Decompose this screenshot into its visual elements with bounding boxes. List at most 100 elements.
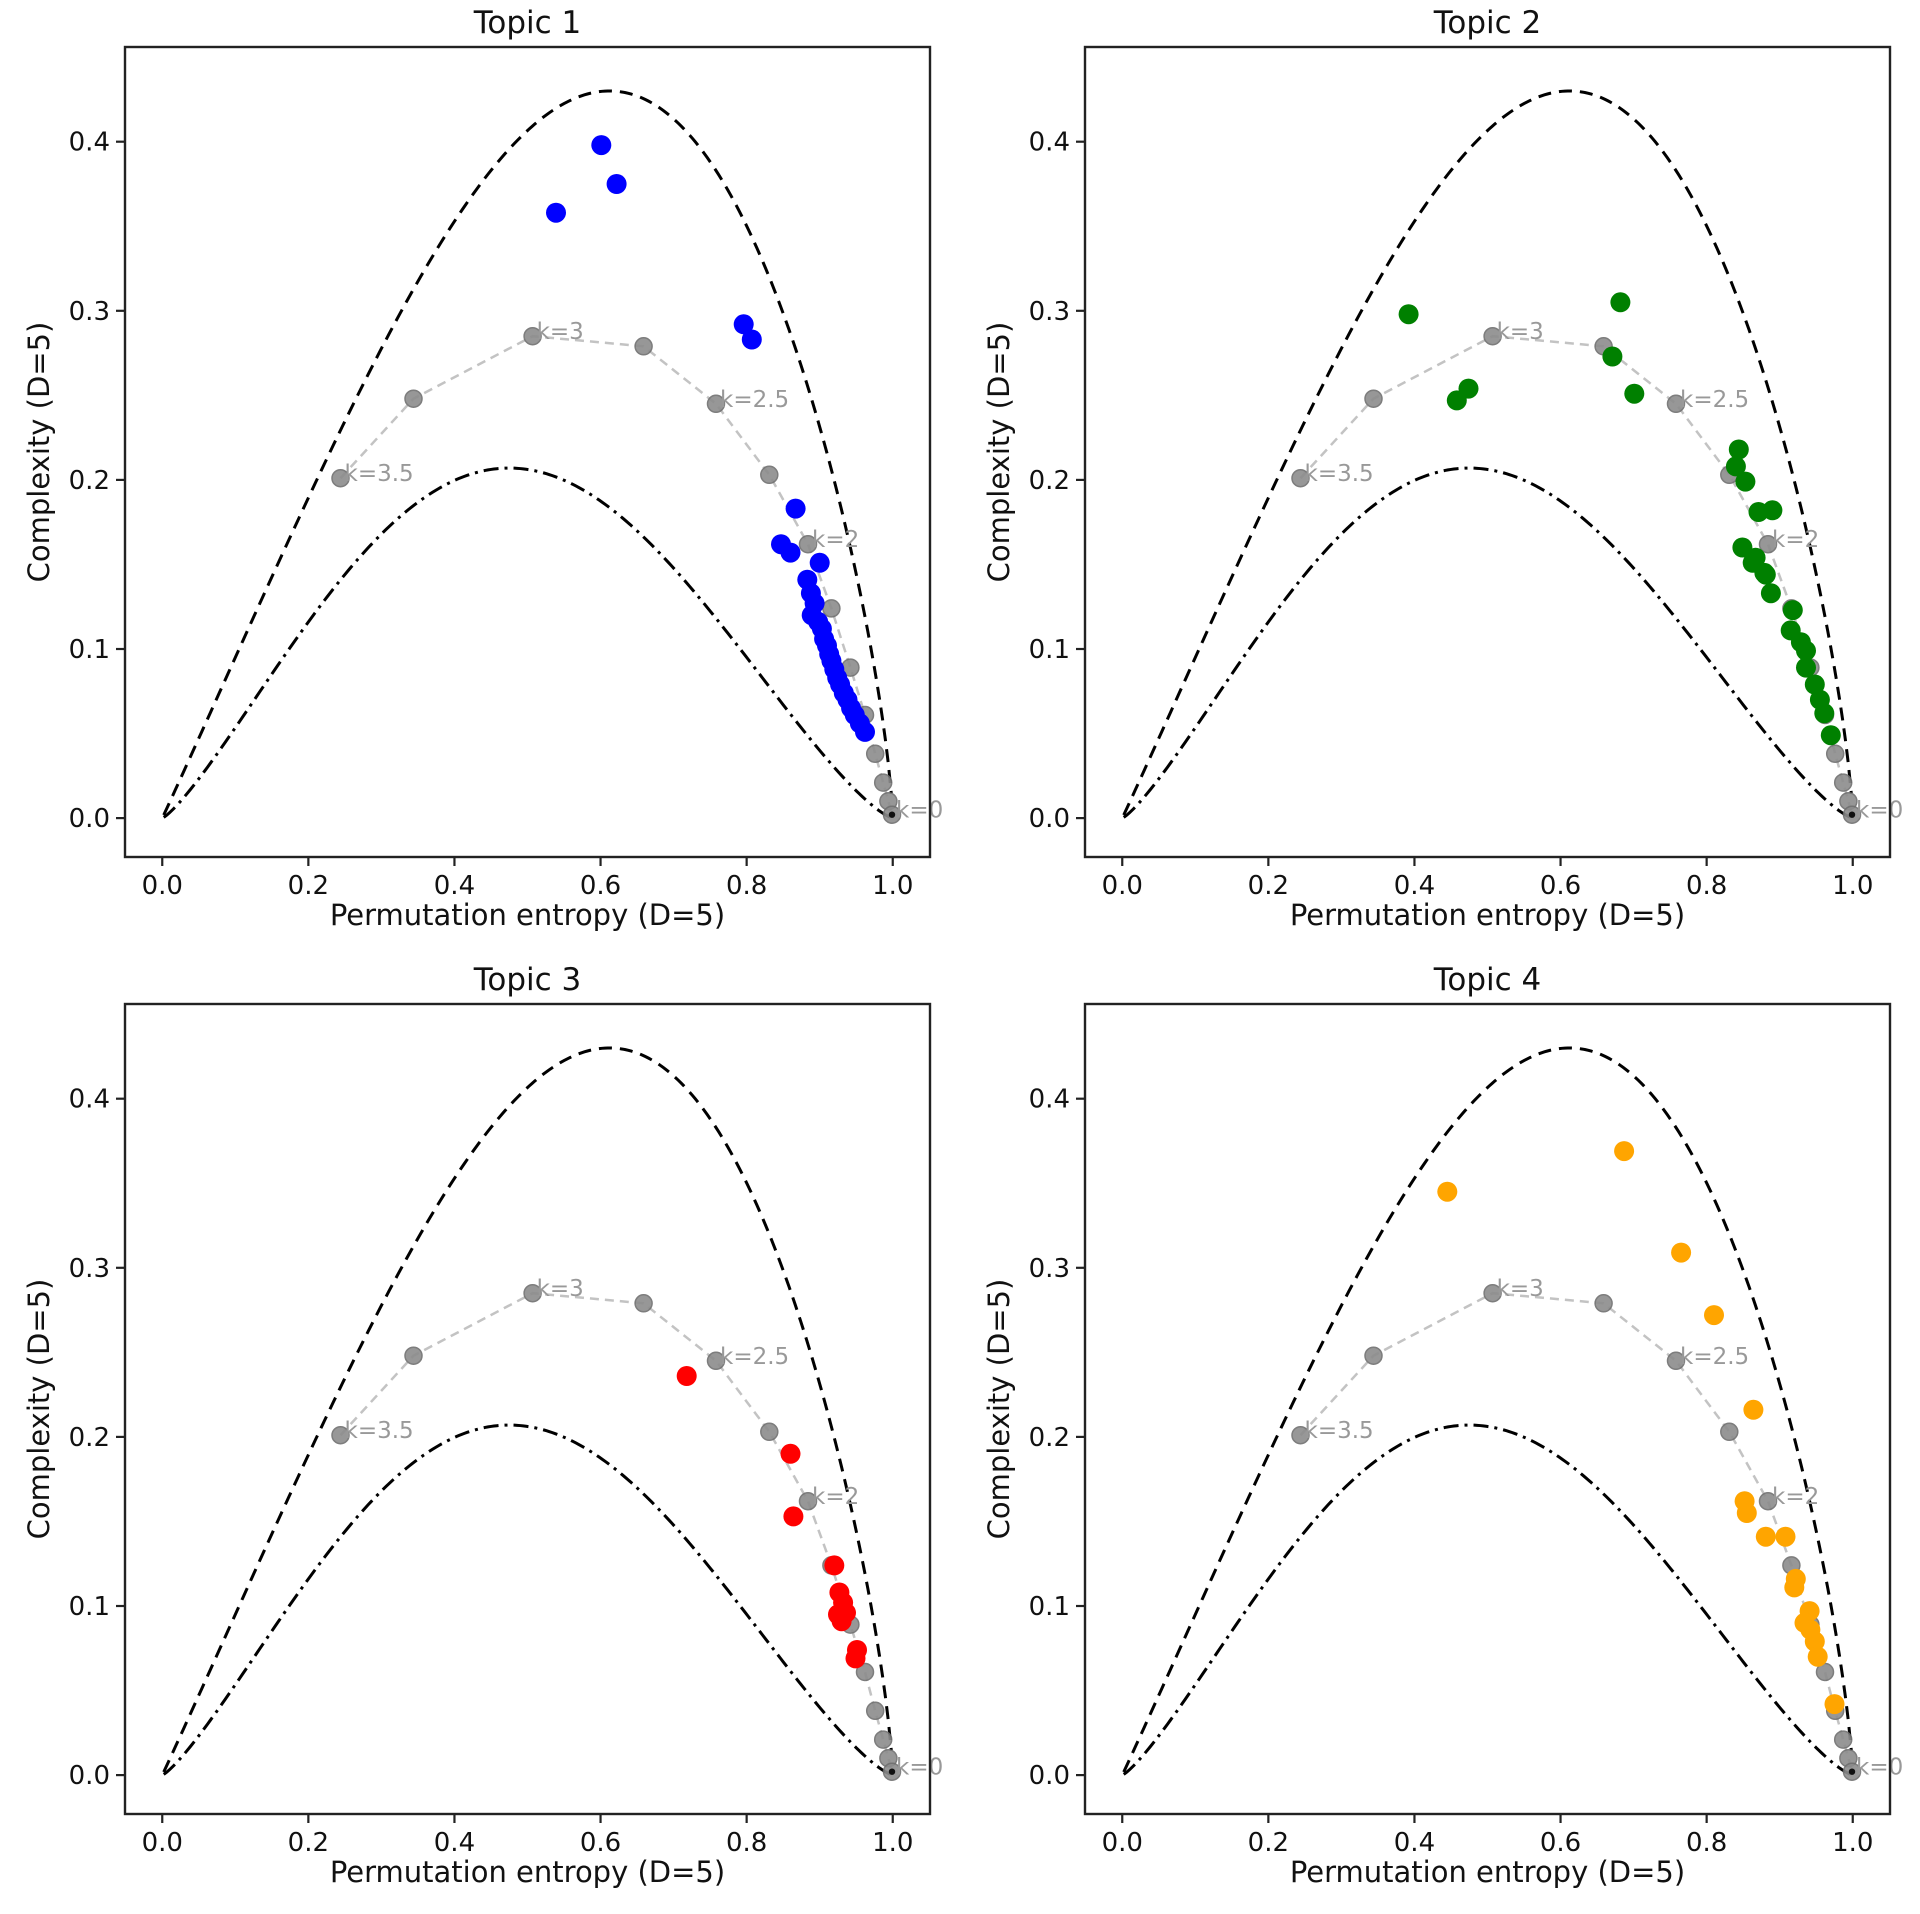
k-curve-label: k=2 xyxy=(1772,1484,1819,1510)
max-complexity-bound-curve xyxy=(1122,89,1853,816)
scatter-point xyxy=(591,135,612,156)
k-curve-marker xyxy=(1833,1730,1853,1749)
x-axis-label: Permutation entropy (D=5) xyxy=(329,1855,726,1889)
k-curve-marker xyxy=(873,1730,893,1749)
scatter-point xyxy=(1824,1694,1845,1715)
x-tick-label: 0.2 xyxy=(1248,1828,1289,1858)
y-tick-label: 0.4 xyxy=(69,1085,110,1115)
k-curve-marker xyxy=(865,744,885,764)
k-curve-marker xyxy=(331,468,350,488)
x-tick-label: 1.0 xyxy=(1832,1828,1873,1858)
y-tick-label: 0.4 xyxy=(1029,128,1070,158)
scatter-point xyxy=(1796,657,1816,678)
k-curve-label: k=2 xyxy=(812,1484,859,1510)
x-tick-label: 0.6 xyxy=(1540,1828,1581,1858)
plot-area-topic-3: k=3.5 k=3 k=2.5 k=2 k=0 0.0 0.2 0.4 0.6 0.8 1.0 0.0… xyxy=(69,1002,943,1858)
x-tick-label: 0.0 xyxy=(1102,871,1143,901)
k-curve-marker xyxy=(1483,1283,1502,1303)
y-tick-label: 0.0 xyxy=(69,804,110,834)
axes-frame xyxy=(1083,45,1892,859)
k-curve-marker xyxy=(1594,1294,1613,1313)
scatter-point xyxy=(1804,674,1825,695)
y-tick-label: 0.3 xyxy=(1029,297,1070,327)
max-complexity-bound-curve xyxy=(162,1046,893,1773)
k0-center-dot xyxy=(1848,811,1856,818)
k-curve-marker xyxy=(1666,394,1686,414)
y-tick-label: 0.1 xyxy=(1029,635,1070,665)
k-curve-marker xyxy=(1758,1491,1778,1511)
k-curve-marker xyxy=(404,389,423,408)
k0-center-dot xyxy=(888,1768,896,1775)
scatter-point xyxy=(824,1555,845,1576)
scatter-point xyxy=(1610,292,1631,313)
scatter-point xyxy=(1814,703,1835,724)
scatter-point xyxy=(783,1506,804,1527)
k-curve-label: k=0 xyxy=(1856,798,1903,824)
scatter-point xyxy=(1602,346,1623,367)
k-curve-marker xyxy=(523,1283,542,1303)
k-curve-marker xyxy=(1825,744,1845,764)
scatter-point xyxy=(845,1648,866,1669)
x-tick-label: 0.8 xyxy=(1686,871,1727,901)
k-curve-label: k=2.5 xyxy=(720,387,789,413)
scatter-point xyxy=(1735,471,1756,492)
k-curve-marker xyxy=(634,337,653,356)
y-tick-label: 0.1 xyxy=(69,1592,110,1622)
k-curve-marker xyxy=(1720,1422,1739,1442)
k-curve-label: k=3.5 xyxy=(345,461,414,487)
scatter-point xyxy=(1437,1181,1458,1202)
x-tick-label: 0.8 xyxy=(1686,1828,1727,1858)
scatter-point xyxy=(1760,583,1781,604)
subplot-topic-1: k=3.5 k=3 k=2.5 k=2 k=0 0.0 0.2 0.4 0.6 0.8 1.0 0.0… xyxy=(0,0,960,957)
scatter-point xyxy=(1725,456,1746,477)
k-curve-label: k=0 xyxy=(1856,1755,1903,1781)
k-curve-label: k=2 xyxy=(1772,527,1819,553)
y-tick-label: 0.4 xyxy=(69,128,110,158)
subplot-topic-2: k=3.5 k=3 k=2.5 k=2 k=0 0.0 0.2 0.4 0.6 0.8 1.0 0.0… xyxy=(960,0,1920,957)
k-curve-marker xyxy=(760,1422,779,1442)
y-axis-label: Complexity (D=5) xyxy=(22,1278,56,1540)
x-tick-label: 0.0 xyxy=(142,871,183,901)
y-axis-label: Complexity (D=5) xyxy=(22,321,56,583)
y-axis-label: Complexity (D=5) xyxy=(982,1278,1016,1540)
scatter-point xyxy=(1398,304,1419,325)
scatter-point xyxy=(1704,1305,1724,1326)
y-tick-label: 0.0 xyxy=(1029,1761,1070,1791)
scatter-point xyxy=(606,174,627,194)
min-complexity-bound-curve xyxy=(162,466,892,820)
k-curve-label: k=2.5 xyxy=(720,1344,789,1370)
x-tick-label: 0.2 xyxy=(1248,871,1289,901)
k-curve-marker xyxy=(822,599,841,618)
min-complexity-bound-curve xyxy=(1122,1423,1852,1777)
scatter-point xyxy=(1796,640,1816,661)
y-tick-label: 0.2 xyxy=(69,466,110,496)
x-tick-label: 0.8 xyxy=(726,1828,767,1858)
scatter-point xyxy=(780,1443,801,1464)
min-complexity-bound-curve xyxy=(1122,466,1852,820)
k-curve-marker xyxy=(1758,534,1778,554)
max-complexity-bound-curve xyxy=(162,89,893,816)
k-curve-label: k=3.5 xyxy=(1305,1418,1374,1444)
k-curve-marker xyxy=(798,1491,818,1511)
k-curve-marker xyxy=(1833,773,1853,792)
y-tick-label: 0.2 xyxy=(1029,466,1070,496)
y-tick-label: 0.0 xyxy=(1029,804,1070,834)
k-curve-label: k=3 xyxy=(537,319,584,345)
subplot-topic-3: k=3.5 k=3 k=2.5 k=2 k=0 0.0 0.2 0.4 0.6 0.8 1.0 0.0… xyxy=(0,957,960,1914)
scatter-point xyxy=(1671,1242,1692,1263)
scatter-point xyxy=(1458,378,1479,399)
scatter-point xyxy=(1728,439,1749,460)
scatter-point xyxy=(831,1611,852,1632)
scatter-point xyxy=(1745,547,1766,568)
max-complexity-bound-curve xyxy=(1122,1046,1853,1773)
x-tick-label: 0.6 xyxy=(580,1828,621,1858)
k-curve-label: k=3.5 xyxy=(345,1418,414,1444)
k0-center-dot xyxy=(888,811,896,818)
plot-title: Topic 4 xyxy=(1433,962,1542,998)
k-noise-curve xyxy=(339,1291,894,1773)
y-tick-label: 0.3 xyxy=(69,297,110,327)
x-tick-label: 1.0 xyxy=(1832,871,1873,901)
x-tick-label: 0.6 xyxy=(1540,871,1581,901)
k-curve-label: k=3 xyxy=(537,1276,584,1302)
k-curve-marker xyxy=(523,326,542,346)
